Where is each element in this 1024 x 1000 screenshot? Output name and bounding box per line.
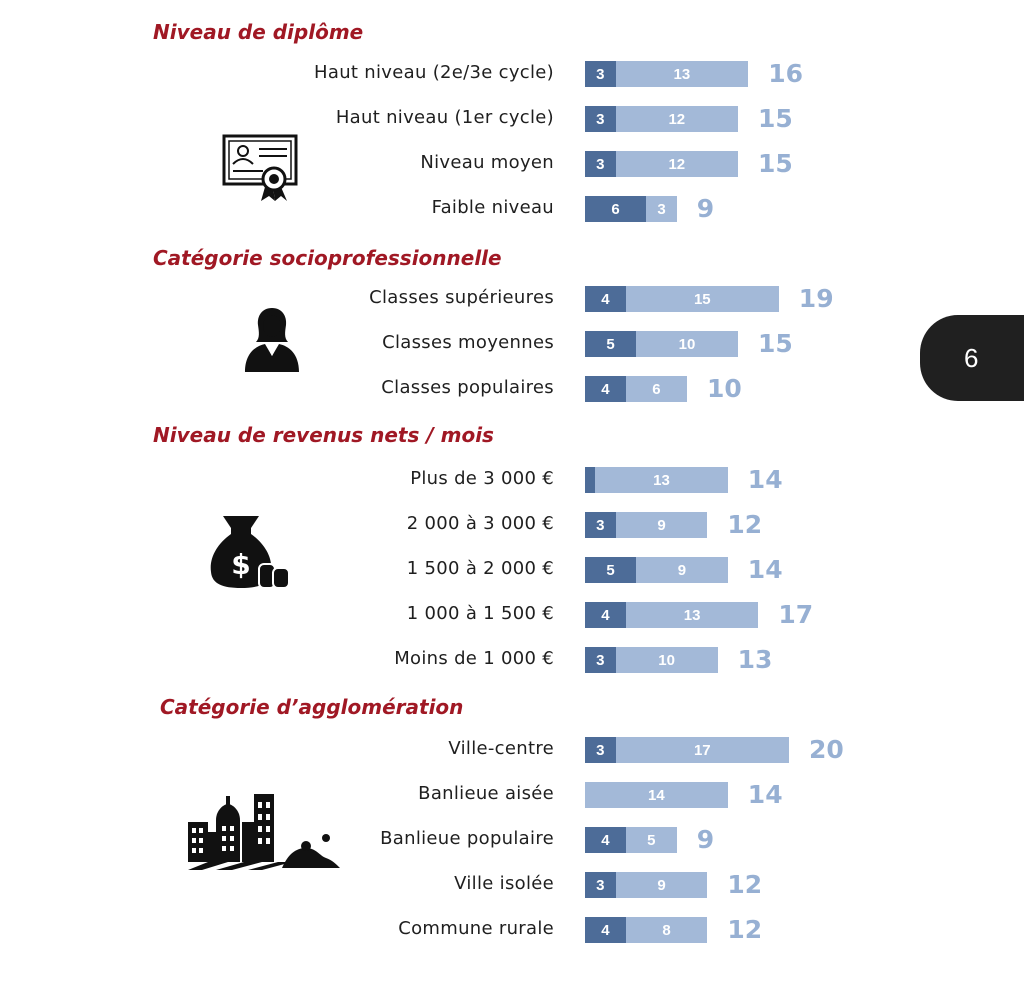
bar-segment-light: 13: [595, 467, 728, 493]
page-number-badge: 6: [920, 315, 1024, 401]
bar-segment-light: 17: [615, 737, 789, 763]
row-label: Haut niveau (1er cycle): [335, 107, 554, 128]
row-label: 1 500 à 2 000 €: [406, 558, 554, 579]
bar-segment-light: 9: [636, 557, 728, 583]
section-title-categorie-d-agglomeration: Catégorie d’agglomération: [160, 695, 464, 719]
bar-segment-dark: 3: [585, 106, 616, 132]
bar-total: 16: [768, 59, 803, 88]
row-label: Faible niveau: [431, 197, 554, 218]
bar-segment-light: 9: [615, 872, 708, 898]
bar-segment-dark: 1: [585, 467, 596, 493]
bar-segment-light: 10: [615, 647, 718, 673]
bar-segment-dark: 3: [585, 151, 616, 177]
bar-segment-dark: 4: [585, 827, 626, 853]
row-label: Classes supérieures: [369, 287, 554, 308]
bar-total: 15: [758, 329, 793, 358]
bar-segment-light: 10: [636, 331, 738, 357]
bar-segment-dark: 3: [585, 61, 616, 87]
row-label: Moins de 1 000 €: [394, 648, 554, 669]
bar-total: 15: [758, 149, 793, 178]
row-label: Plus de 3 000 €: [410, 468, 554, 489]
bar-segment-dark: 5: [585, 331, 636, 357]
bar-segment-dark: 4: [585, 917, 626, 943]
bar-segment-light: 3: [646, 196, 677, 222]
bar-total: 20: [809, 735, 844, 764]
bar-segment-dark: 5: [585, 557, 636, 583]
bar-total: 19: [798, 284, 834, 313]
bar-total: 13: [737, 645, 773, 674]
section-title-niveau-de-revenus-nets-mois: Niveau de revenus nets / mois: [153, 423, 494, 447]
bar-segment-light: 14: [585, 782, 728, 808]
row-label: Ville isolée: [454, 873, 554, 894]
row-label: Haut niveau (2e/3e cycle): [314, 62, 554, 83]
svg-text:$: $: [231, 548, 250, 581]
bar-segment-dark: 3: [585, 512, 616, 538]
section-title-categorie-socioprofessionnelle: Catégorie socioprofessionnelle: [153, 246, 502, 270]
row-label: Banlieue aisée: [418, 783, 554, 804]
row-label: Ville-centre: [448, 738, 554, 759]
bar-segment-dark: 4: [585, 602, 626, 628]
row-label: Classes moyennes: [382, 332, 554, 353]
bar-total: 15: [758, 104, 793, 133]
bar-segment-light: 6: [625, 376, 687, 402]
bar-segment-light: 13: [625, 602, 759, 628]
bar-total: 12: [727, 915, 763, 944]
bar-segment-light: 5: [625, 827, 677, 853]
bar-segment-dark: 3: [585, 872, 616, 898]
row-label: Niveau moyen: [420, 152, 554, 173]
bar-segment-light: 12: [615, 106, 738, 132]
bar-segment-light: 13: [615, 61, 749, 87]
row-label: 2 000 à 3 000 €: [406, 513, 554, 534]
bar-segment-light: 8: [625, 917, 708, 943]
bar-total: 12: [727, 870, 763, 899]
bar-segment-dark: 4: [585, 286, 626, 312]
bar-total: 12: [727, 510, 763, 539]
bar-segment-light: 15: [625, 286, 779, 312]
bar-total: 14: [747, 465, 783, 494]
bar-segment-dark: 3: [585, 647, 616, 673]
city-buildings-icon: [186, 792, 340, 870]
bar-segment-light: 9: [615, 512, 708, 538]
bar-total: 9: [696, 825, 715, 854]
money-bag-icon: $: [209, 514, 290, 590]
bar-total: 10: [707, 374, 742, 403]
bar-total: 9: [696, 194, 715, 223]
diploma-certificate-icon: [221, 133, 299, 203]
bar-segment-light: 12: [615, 151, 738, 177]
section-title-niveau-de-diplome: Niveau de diplôme: [153, 20, 364, 44]
row-label: Classes populaires: [381, 377, 554, 398]
bar-total: 17: [778, 600, 814, 629]
page-number: 6: [964, 342, 979, 373]
row-label: Banlieue populaire: [380, 828, 554, 849]
bar-total: 14: [747, 555, 783, 584]
businesswoman-icon: [241, 306, 303, 372]
row-label: 1 000 à 1 500 €: [406, 603, 554, 624]
bar-segment-dark: 4: [585, 376, 626, 402]
bar-total: 14: [747, 780, 783, 809]
row-label: Commune rurale: [398, 918, 554, 939]
bar-segment-dark: 3: [585, 737, 616, 763]
bar-segment-dark: 6: [585, 196, 647, 222]
